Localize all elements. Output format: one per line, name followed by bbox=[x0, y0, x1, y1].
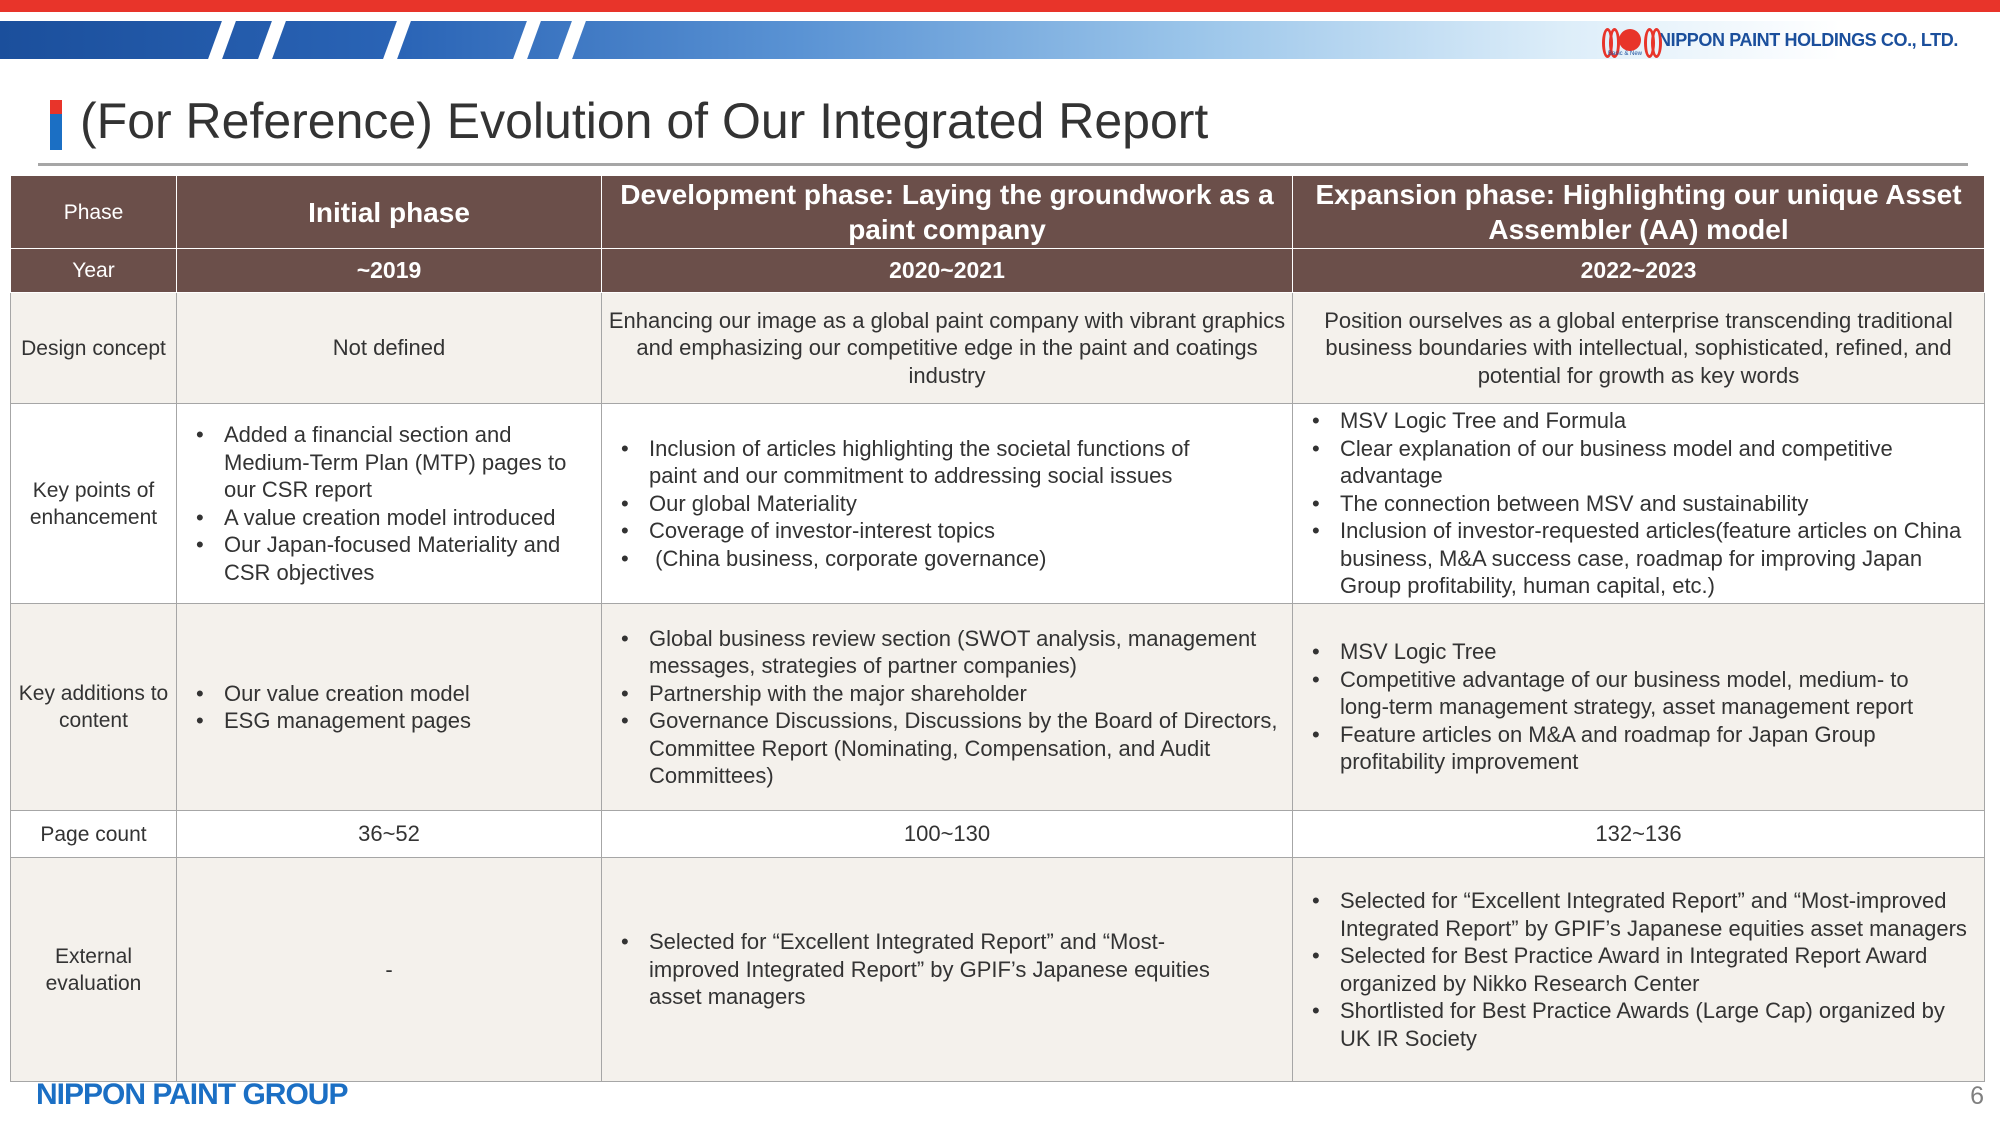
list-item: Our Japan-focused Materiality and CSR ob… bbox=[196, 531, 600, 586]
external-evaluation-expansion: Selected for “Excellent Integrated Repor… bbox=[1292, 857, 1985, 1082]
list-item: Shortlisted for Best Practice Awards (La… bbox=[1312, 997, 1977, 1052]
list-item: Our value creation model bbox=[196, 680, 600, 708]
list-item: Competitive advantage of our business mo… bbox=[1312, 666, 1963, 721]
year-development: 2020~2021 bbox=[601, 248, 1293, 293]
row-label-phase: Phase bbox=[10, 175, 177, 249]
row-label-page-count: Page count bbox=[10, 810, 177, 858]
bullet-list: Global business review section (SWOT ana… bbox=[603, 625, 1291, 790]
external-evaluation-initial: - bbox=[176, 857, 602, 1082]
row-label-key-points: Key points of enhancement bbox=[10, 403, 177, 604]
page-count-development: 100~130 bbox=[601, 810, 1293, 858]
list-item: Feature articles on M&A and roadmap for … bbox=[1312, 721, 1963, 776]
row-label-design-concept: Design concept bbox=[10, 292, 177, 404]
title-divider bbox=[38, 163, 1968, 166]
phase-row: Phase Initial phase Development phase: L… bbox=[10, 175, 1985, 249]
company-logo: Basic & New NIPPON PAINT HOLDINGS CO., L… bbox=[1600, 27, 1958, 61]
key-additions-row: Key additions to content Our value creat… bbox=[10, 603, 1985, 811]
list-item-continuation: (China business, corporate governance) bbox=[621, 545, 1221, 573]
list-item: Selected for Best Practice Award in Inte… bbox=[1312, 942, 1977, 997]
top-red-bar bbox=[0, 0, 2000, 12]
key-additions-development: Global business review section (SWOT ana… bbox=[601, 603, 1293, 811]
report-evolution-table: Phase Initial phase Development phase: L… bbox=[10, 175, 1985, 1082]
page-count-expansion: 132~136 bbox=[1292, 810, 1985, 858]
page-count-initial: 36~52 bbox=[176, 810, 602, 858]
year-initial: ~2019 bbox=[176, 248, 602, 293]
bullet-list: Selected for “Excellent Integrated Repor… bbox=[603, 928, 1291, 1011]
list-item: Clear explanation of our business model … bbox=[1312, 435, 1975, 490]
list-item: Inclusion of investor-requested articles… bbox=[1312, 517, 1975, 600]
logo-tagline: Basic & New bbox=[1608, 51, 1643, 57]
list-item: Selected for “Excellent Integrated Repor… bbox=[1312, 887, 1977, 942]
key-points-expansion: MSV Logic Tree and Formula Clear explana… bbox=[1292, 403, 1985, 604]
list-item: Governance Discussions, Discussions by t… bbox=[621, 707, 1287, 790]
bullet-list: Selected for “Excellent Integrated Repor… bbox=[1294, 887, 1983, 1052]
bullet-list: Inclusion of articles highlighting the s… bbox=[603, 435, 1291, 573]
list-item: Added a financial section and Medium-Ter… bbox=[196, 421, 600, 504]
key-points-row: Key points of enhancement Added a financ… bbox=[10, 403, 1985, 604]
list-item: Coverage of investor-interest topics bbox=[621, 517, 1221, 545]
design-concept-row: Design concept Not defined Enhancing our… bbox=[10, 292, 1985, 404]
page-number: 6 bbox=[1970, 1082, 1984, 1110]
bullet-list: Added a financial section and Medium-Ter… bbox=[178, 421, 600, 586]
phase-initial: Initial phase bbox=[176, 175, 602, 249]
nippon-paint-logo-icon: Basic & New bbox=[1600, 27, 1662, 61]
row-label-key-additions: Key additions to content bbox=[10, 603, 177, 811]
list-item: Our global Materiality bbox=[621, 490, 1221, 518]
key-points-development: Inclusion of articles highlighting the s… bbox=[601, 403, 1293, 604]
list-item: Inclusion of articles highlighting the s… bbox=[621, 435, 1221, 490]
company-name: NIPPON PAINT HOLDINGS CO., LTD. bbox=[1658, 30, 1958, 50]
phase-expansion: Expansion phase: Highlighting our unique… bbox=[1292, 175, 1985, 249]
bullet-list: MSV Logic Tree Competitive advantage of … bbox=[1294, 638, 1983, 776]
row-label-external-evaluation: External evaluation bbox=[10, 857, 177, 1082]
list-item: The connection between MSV and sustainab… bbox=[1312, 490, 1975, 518]
bullet-list: Our value creation model ESG management … bbox=[178, 680, 600, 735]
key-additions-initial: Our value creation model ESG management … bbox=[176, 603, 602, 811]
list-item: ESG management pages bbox=[196, 707, 600, 735]
design-concept-development: Enhancing our image as a global paint co… bbox=[601, 292, 1293, 404]
list-item: Global business review section (SWOT ana… bbox=[621, 625, 1287, 680]
group-logo: NIPPON PAINT GROUP bbox=[36, 1078, 348, 1111]
design-concept-initial: Not defined bbox=[176, 292, 602, 404]
external-evaluation-row: External evaluation - Selected for “Exce… bbox=[10, 857, 1985, 1082]
year-row: Year ~2019 2020~2021 2022~2023 bbox=[10, 248, 1985, 293]
header-gradient-band bbox=[0, 21, 2000, 59]
phase-development: Development phase: Laying the groundwork… bbox=[601, 175, 1293, 249]
bullet-list: MSV Logic Tree and Formula Clear explana… bbox=[1294, 407, 1983, 600]
row-label-year: Year bbox=[10, 248, 177, 293]
external-evaluation-development: Selected for “Excellent Integrated Repor… bbox=[601, 857, 1293, 1082]
list-item: Partnership with the major shareholder bbox=[621, 680, 1287, 708]
title-accent-bar bbox=[50, 100, 62, 150]
year-expansion: 2022~2023 bbox=[1292, 248, 1985, 293]
page-count-row: Page count 36~52 100~130 132~136 bbox=[10, 810, 1985, 858]
list-item: Selected for “Excellent Integrated Repor… bbox=[621, 928, 1241, 1011]
list-item: A value creation model introduced bbox=[196, 504, 600, 532]
page-title: (For Reference) Evolution of Our Integra… bbox=[80, 93, 1209, 149]
key-additions-expansion: MSV Logic Tree Competitive advantage of … bbox=[1292, 603, 1985, 811]
list-item: MSV Logic Tree and Formula bbox=[1312, 407, 1975, 435]
key-points-initial: Added a financial section and Medium-Ter… bbox=[176, 403, 602, 604]
design-concept-expansion: Position ourselves as a global enterpris… bbox=[1292, 292, 1985, 404]
list-item: MSV Logic Tree bbox=[1312, 638, 1963, 666]
